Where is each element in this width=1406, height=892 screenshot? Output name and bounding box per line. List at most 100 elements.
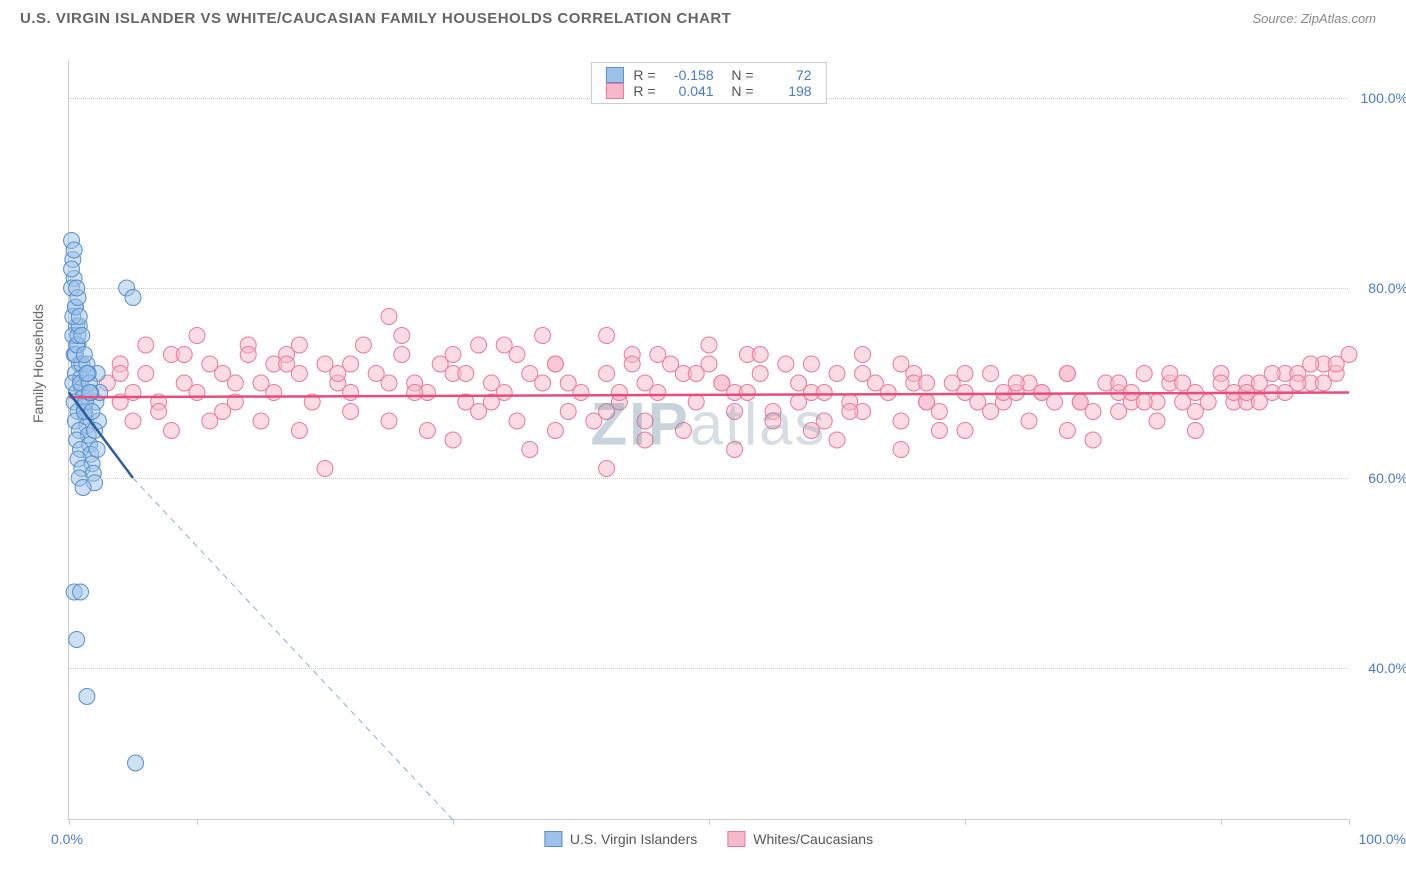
data-point bbox=[1315, 375, 1331, 391]
data-point bbox=[599, 461, 615, 477]
data-point bbox=[880, 385, 896, 401]
data-point bbox=[599, 328, 615, 344]
data-point bbox=[752, 366, 768, 382]
legend-row-1: R = -0.158 N = 72 bbox=[605, 67, 811, 83]
data-point bbox=[1290, 375, 1306, 391]
data-point bbox=[1136, 366, 1152, 382]
data-point bbox=[855, 347, 871, 363]
data-point bbox=[995, 385, 1011, 401]
data-point bbox=[509, 413, 525, 429]
data-point bbox=[445, 347, 461, 363]
legend-label-2: Whites/Caucasians bbox=[753, 831, 873, 847]
data-point bbox=[125, 413, 141, 429]
data-point bbox=[957, 423, 973, 439]
x-tick bbox=[197, 819, 198, 825]
y-tick-label: 80.0% bbox=[1368, 280, 1406, 296]
data-point bbox=[76, 347, 92, 363]
data-point bbox=[343, 385, 359, 401]
data-point bbox=[75, 480, 91, 496]
data-point bbox=[189, 328, 205, 344]
x-axis-min-label: 0.0% bbox=[51, 831, 83, 847]
data-point bbox=[330, 366, 346, 382]
data-point bbox=[138, 366, 154, 382]
data-point bbox=[1072, 394, 1088, 410]
chart-container: Family Households R = -0.158 N = 72 R = … bbox=[48, 60, 1368, 830]
x-tick bbox=[453, 819, 454, 825]
data-point bbox=[112, 366, 128, 382]
data-point bbox=[355, 337, 371, 353]
x-axis-max-label: 100.0% bbox=[1359, 831, 1406, 847]
n-value-1: 72 bbox=[764, 67, 812, 83]
y-tick-label: 40.0% bbox=[1368, 660, 1406, 676]
data-point bbox=[893, 442, 909, 458]
legend-row-2: R = 0.041 N = 198 bbox=[605, 83, 811, 99]
data-point bbox=[919, 375, 935, 391]
data-point bbox=[496, 337, 512, 353]
data-point bbox=[73, 584, 89, 600]
data-point bbox=[803, 423, 819, 439]
data-point bbox=[931, 423, 947, 439]
data-point bbox=[829, 366, 845, 382]
data-point bbox=[394, 347, 410, 363]
data-point bbox=[381, 375, 397, 391]
scatter-plot-svg bbox=[69, 60, 1349, 820]
legend-swatch-blue bbox=[605, 67, 623, 83]
legend-item-1: U.S. Virgin Islanders bbox=[544, 831, 697, 847]
data-point bbox=[71, 309, 87, 325]
grid-line bbox=[69, 288, 1348, 289]
y-tick-label: 60.0% bbox=[1368, 470, 1406, 486]
data-point bbox=[419, 423, 435, 439]
data-point bbox=[650, 385, 666, 401]
r-value-2: 0.041 bbox=[666, 83, 714, 99]
data-point bbox=[343, 404, 359, 420]
data-point bbox=[637, 413, 653, 429]
data-point bbox=[291, 337, 307, 353]
data-point bbox=[445, 432, 461, 448]
data-point bbox=[688, 366, 704, 382]
data-point bbox=[983, 404, 999, 420]
data-point bbox=[791, 394, 807, 410]
data-point bbox=[64, 261, 80, 277]
x-tick bbox=[709, 819, 710, 825]
data-point bbox=[125, 290, 141, 306]
r-label: R = bbox=[633, 67, 655, 83]
n-label: N = bbox=[724, 67, 754, 83]
data-point bbox=[407, 385, 423, 401]
x-tick bbox=[965, 819, 966, 825]
x-tick bbox=[1349, 819, 1350, 825]
data-point bbox=[535, 328, 551, 344]
data-point bbox=[89, 442, 105, 458]
data-point bbox=[458, 366, 474, 382]
data-point bbox=[919, 394, 935, 410]
data-point bbox=[1136, 394, 1152, 410]
data-point bbox=[701, 337, 717, 353]
data-point bbox=[957, 366, 973, 382]
source-label: Source: ZipAtlas.com bbox=[1252, 11, 1376, 26]
data-point bbox=[317, 461, 333, 477]
data-point bbox=[560, 404, 576, 420]
data-point bbox=[291, 423, 307, 439]
data-point bbox=[739, 385, 755, 401]
data-point bbox=[1303, 356, 1319, 372]
data-point bbox=[69, 632, 85, 648]
data-point bbox=[1264, 366, 1280, 382]
data-point bbox=[128, 755, 144, 771]
r-label: R = bbox=[633, 83, 655, 99]
grid-line bbox=[69, 668, 1348, 669]
data-point bbox=[79, 366, 95, 382]
data-point bbox=[547, 356, 563, 372]
data-point bbox=[394, 328, 410, 344]
data-point bbox=[855, 366, 871, 382]
r-value-1: -0.158 bbox=[666, 67, 714, 83]
data-point bbox=[675, 423, 691, 439]
data-point bbox=[279, 356, 295, 372]
data-point bbox=[816, 385, 832, 401]
data-point bbox=[1149, 413, 1165, 429]
data-point bbox=[227, 375, 243, 391]
series-legend: U.S. Virgin Islanders Whites/Caucasians bbox=[544, 831, 873, 847]
data-point bbox=[714, 375, 730, 391]
data-point bbox=[253, 413, 269, 429]
data-point bbox=[599, 404, 615, 420]
correlation-legend: R = -0.158 N = 72 R = 0.041 N = 198 bbox=[590, 62, 826, 104]
data-point bbox=[650, 347, 666, 363]
